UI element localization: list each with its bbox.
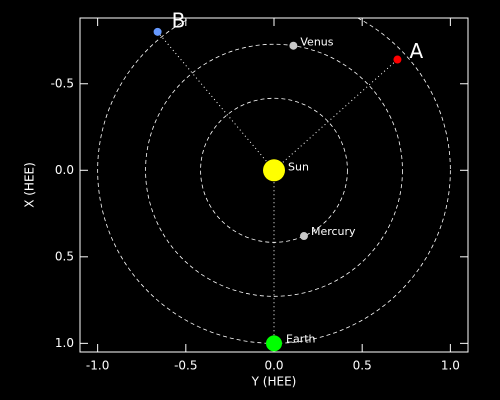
body-label: Sun xyxy=(288,160,309,173)
body-label: Mercury xyxy=(311,225,356,238)
y-tick-label: 1.0 xyxy=(55,336,74,350)
body-label: Earth xyxy=(286,332,316,345)
sight-line xyxy=(273,59,398,171)
body-label: A xyxy=(409,39,423,63)
x-tick-label: -1.0 xyxy=(86,359,109,373)
orbit xyxy=(145,43,403,297)
body-marker xyxy=(153,27,162,36)
x-tick-label: -0.5 xyxy=(174,359,197,373)
plot-frame xyxy=(79,17,469,353)
body-marker xyxy=(393,55,402,64)
body-label: B xyxy=(172,8,186,32)
body-marker xyxy=(266,335,282,352)
x-tick-label: 0.0 xyxy=(264,359,283,373)
y-tick-label: -0.5 xyxy=(51,76,74,90)
x-tick-label: 1.0 xyxy=(441,359,460,373)
body-marker xyxy=(299,232,308,241)
y-tick-label: 0.5 xyxy=(55,249,74,263)
x-tick-label: 0.5 xyxy=(353,359,372,373)
x-axis-label: Y (HEE) xyxy=(251,375,297,389)
body-label: Venus xyxy=(300,36,333,49)
sight-line xyxy=(157,31,275,171)
y-axis-label: X (HEE) xyxy=(23,162,37,208)
y-tick-label: 0.0 xyxy=(55,163,74,177)
body-marker xyxy=(289,41,298,50)
body-marker xyxy=(263,159,285,182)
